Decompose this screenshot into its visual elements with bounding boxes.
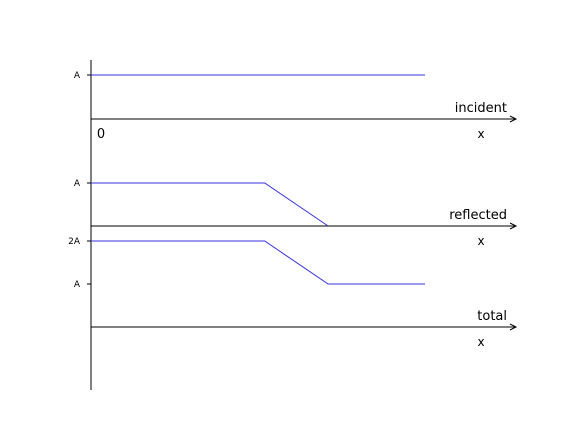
- x-axis-arrow-incident: [509, 115, 518, 123]
- wave-trace-reflected: [91, 182, 329, 227]
- y-tick-label-total: A: [74, 280, 81, 290]
- y-tick-label-incident: A: [74, 71, 81, 81]
- y-tick-label-total: 2A: [68, 237, 81, 247]
- panel-label-total: total: [477, 309, 507, 324]
- x-axis-arrow-reflected: [509, 222, 518, 230]
- y-tick-label-reflected: A: [74, 179, 81, 189]
- wave-trace-total: [91, 240, 425, 285]
- x-axis-arrow-total: [509, 323, 518, 331]
- x-axis-label-incident: x: [477, 127, 484, 141]
- origin-label: 0: [97, 127, 105, 142]
- x-axis-label-reflected: x: [477, 234, 484, 248]
- x-axis-label-total: x: [477, 335, 484, 349]
- panel-label-incident: incident: [455, 101, 507, 116]
- panel-label-reflected: reflected: [449, 208, 507, 223]
